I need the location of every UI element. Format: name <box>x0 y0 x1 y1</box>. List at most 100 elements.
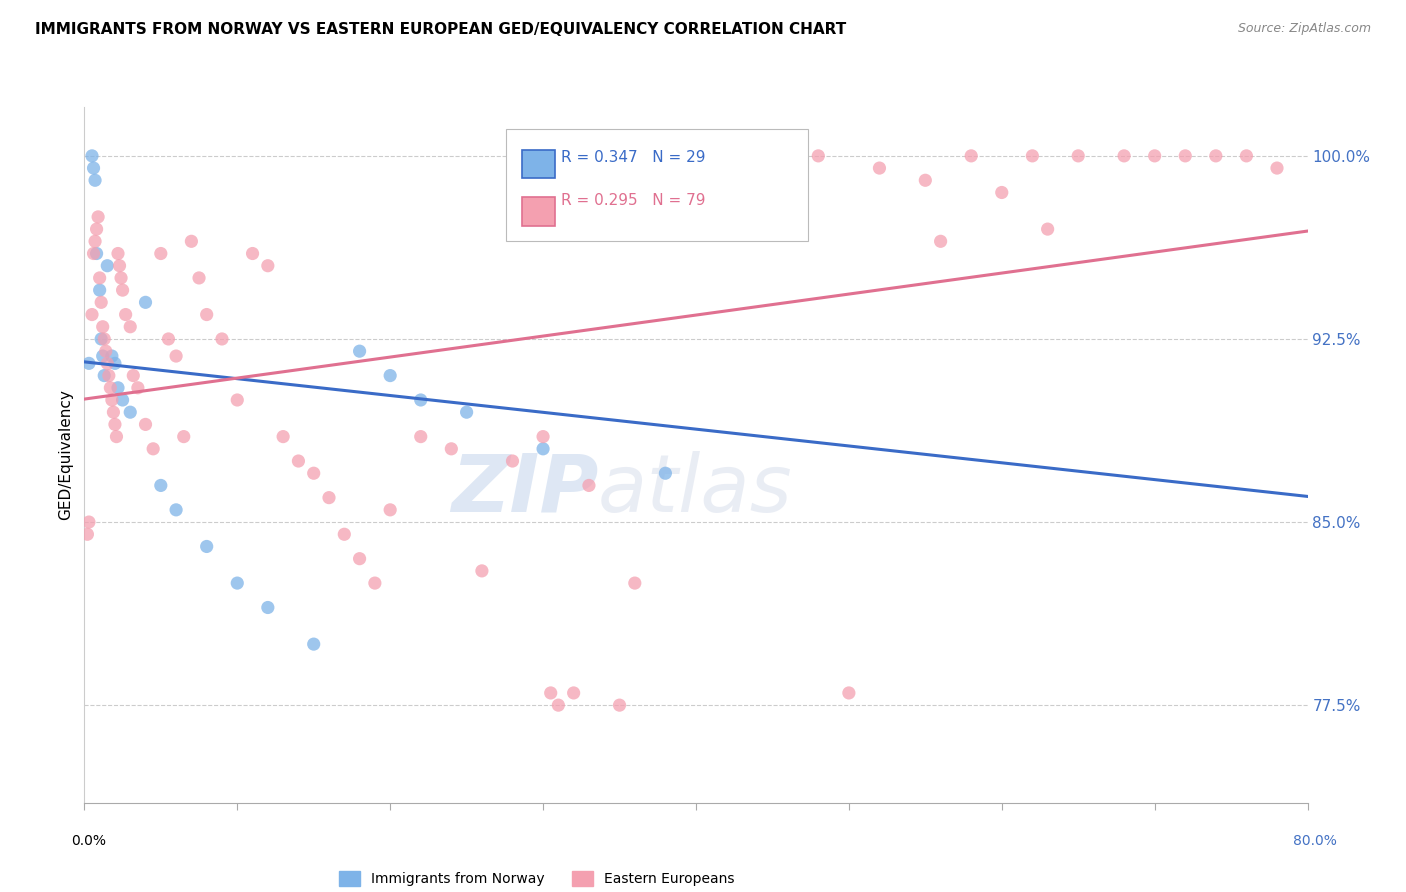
Point <box>96 356 118 370</box>
Point <box>654 467 676 481</box>
Point <box>562 686 585 700</box>
Point <box>103 405 125 419</box>
Point <box>349 344 371 359</box>
Point <box>547 698 569 713</box>
Point <box>142 442 165 456</box>
Text: atlas: atlas <box>598 450 793 529</box>
Point <box>93 332 115 346</box>
Text: 0.0%: 0.0% <box>72 834 105 848</box>
Point <box>1143 149 1166 163</box>
Point <box>165 503 187 517</box>
Point <box>101 392 124 407</box>
Point <box>257 259 280 273</box>
Point <box>90 332 112 346</box>
Point <box>101 349 124 363</box>
Point <box>226 392 249 407</box>
Text: Source: ZipAtlas.com: Source: ZipAtlas.com <box>1237 22 1371 36</box>
Point <box>80 149 103 163</box>
Point <box>188 271 211 285</box>
Point <box>76 527 98 541</box>
Point <box>807 149 830 163</box>
Y-axis label: GED/Equivalency: GED/Equivalency <box>58 390 73 520</box>
Point <box>609 698 631 713</box>
Point <box>84 173 107 187</box>
Text: R = 0.295   N = 79: R = 0.295 N = 79 <box>561 194 706 209</box>
Point <box>93 368 115 383</box>
Point <box>349 551 371 566</box>
Point <box>242 246 264 260</box>
Point <box>114 308 136 322</box>
Point <box>91 319 114 334</box>
Point <box>456 405 478 419</box>
Point <box>86 222 108 236</box>
Point <box>84 235 107 249</box>
Point <box>149 478 172 492</box>
Point <box>80 308 103 322</box>
Point <box>257 600 280 615</box>
Point <box>271 429 294 443</box>
Point <box>89 271 111 285</box>
Point <box>380 368 402 383</box>
Point <box>104 356 127 370</box>
Point <box>180 235 202 249</box>
Point <box>318 491 340 505</box>
Point <box>107 246 129 260</box>
Point <box>364 576 387 591</box>
Point <box>302 637 325 651</box>
Point <box>89 283 111 297</box>
Point <box>226 576 249 591</box>
Point <box>716 161 738 175</box>
Text: 80.0%: 80.0% <box>1292 834 1337 848</box>
Point <box>107 381 129 395</box>
Point <box>91 349 114 363</box>
Point <box>135 295 157 310</box>
Legend: Immigrants from Norway, Eastern Europeans: Immigrants from Norway, Eastern European… <box>339 871 735 887</box>
Point <box>211 332 233 346</box>
Point <box>195 308 218 322</box>
Point <box>77 356 100 370</box>
Point <box>83 246 105 260</box>
Point <box>914 173 936 187</box>
Point <box>195 540 218 554</box>
Point <box>838 686 860 700</box>
Point <box>380 503 402 517</box>
Point <box>929 235 952 249</box>
Point <box>120 405 142 419</box>
Point <box>135 417 157 432</box>
Point <box>1265 161 1288 175</box>
Point <box>110 271 132 285</box>
Point <box>578 478 600 492</box>
Point <box>77 515 100 529</box>
Text: IMMIGRANTS FROM NORWAY VS EASTERN EUROPEAN GED/EQUIVALENCY CORRELATION CHART: IMMIGRANTS FROM NORWAY VS EASTERN EUROPE… <box>35 22 846 37</box>
Point <box>108 259 131 273</box>
Point <box>122 368 145 383</box>
Point <box>149 246 172 260</box>
Point <box>440 442 463 456</box>
Point <box>1174 149 1197 163</box>
Point <box>471 564 494 578</box>
Point <box>502 454 524 468</box>
Point <box>960 149 983 163</box>
Point <box>531 442 554 456</box>
Point <box>991 186 1014 200</box>
Point <box>97 368 120 383</box>
Point <box>531 429 554 443</box>
Point <box>83 161 105 175</box>
Point <box>1036 222 1059 236</box>
Point <box>87 210 110 224</box>
Point <box>120 319 142 334</box>
Text: R = 0.347   N = 29: R = 0.347 N = 29 <box>561 150 706 165</box>
Point <box>127 381 149 395</box>
Point <box>173 429 195 443</box>
Point <box>1021 149 1043 163</box>
Point <box>333 527 356 541</box>
Point <box>165 349 187 363</box>
Point <box>98 381 121 395</box>
Point <box>747 173 769 187</box>
Point <box>86 246 108 260</box>
Point <box>654 197 676 211</box>
Point <box>624 576 647 591</box>
Point <box>1114 149 1136 163</box>
Point <box>409 392 432 407</box>
Point <box>111 392 134 407</box>
